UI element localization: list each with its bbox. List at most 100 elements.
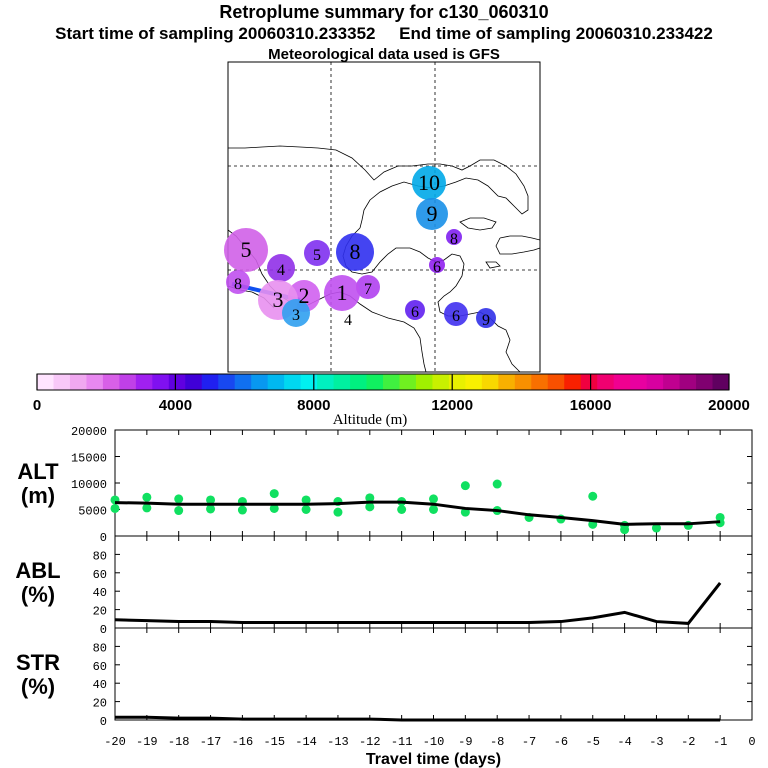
day-label: 6 (452, 308, 460, 325)
colorbar-cell (547, 374, 565, 390)
scatter-point (142, 492, 152, 502)
colorbar-cell (218, 374, 236, 390)
scatter-point (333, 507, 343, 517)
scatter-point (460, 481, 470, 491)
day-label: 6 (433, 259, 441, 276)
series-line (114, 581, 722, 625)
colorbar-cell (251, 374, 269, 390)
scatter-point (397, 505, 407, 514)
colorbar-ticks: 0 4000 8000 12000 16000 20000 (33, 374, 750, 414)
x-tick-label: -10 (423, 735, 445, 749)
y-axis-label: (%) (21, 674, 55, 699)
x-tick-label: -3 (649, 735, 663, 749)
plume-marker (324, 275, 360, 311)
scatter-point (365, 493, 375, 503)
scatter-point (206, 504, 216, 514)
panel-str: 0 20 40 60 80 STR(%) (16, 627, 753, 729)
mean-altitude-line (114, 500, 721, 526)
y-tick-label: 60 (93, 660, 107, 674)
x-tick-label: -12 (359, 735, 381, 749)
y-tick-label: 20 (93, 697, 107, 711)
plume-marker (412, 166, 446, 200)
x-tick-label: -5 (586, 735, 600, 749)
scatter-point (651, 523, 661, 533)
colorbar-cell (168, 374, 186, 390)
plume-marker (336, 233, 374, 271)
scatter-point (142, 503, 152, 513)
colorbar-cell (580, 374, 598, 390)
day-label: 4 (277, 262, 285, 279)
scatter-point (365, 502, 375, 512)
day-label: 8 (450, 231, 458, 248)
colorbar-cell (69, 374, 87, 390)
plume-marker (476, 308, 496, 328)
x-tick-label: -18 (168, 735, 190, 749)
day-label: 7 (364, 281, 372, 298)
colorbar-label: Altitude (m) (333, 412, 408, 428)
x-tick-label: -20 (104, 735, 126, 749)
x-tick-label: -7 (522, 735, 536, 749)
colorbar-cell (448, 374, 466, 390)
colorbar-cell (630, 374, 648, 390)
day-label: 6 (411, 304, 419, 321)
colorbar-cell (350, 374, 368, 390)
colorbar-cell (185, 374, 203, 390)
x-tick-label: -11 (391, 735, 413, 749)
plume-markers (224, 166, 496, 328)
y-axis-label: (%) (21, 582, 55, 607)
y-axis-label: STR (16, 650, 60, 675)
x-tick-label: -4 (617, 735, 631, 749)
colorbar-cell (498, 374, 516, 390)
y-tick-label: 0 (100, 715, 107, 729)
colorbar-cell (37, 374, 54, 390)
y-tick-label: 20000 (71, 425, 107, 439)
panel-frame (114, 429, 753, 537)
x-tick-label: -13 (327, 735, 349, 749)
y-tick-label: 20 (93, 605, 107, 619)
colorbar-cell (267, 374, 285, 390)
panel-frame (114, 535, 753, 629)
scatter-point (301, 495, 311, 505)
y-axis-label: ALT (17, 459, 59, 484)
colorbar-cell (201, 374, 219, 390)
end-time: End time of sampling 20060310.233422 (399, 24, 713, 43)
colorbar-cell (53, 374, 71, 390)
x-tick-label: -1 (713, 735, 727, 749)
day-label: 2 (299, 283, 310, 308)
colorbar-tick-label: 12000 (431, 397, 473, 414)
colorbar-cell (679, 374, 697, 390)
plume-marker (356, 275, 380, 299)
y-axis-label: ABL (15, 558, 60, 583)
y-axis-label: (m) (21, 483, 55, 508)
plume-marker (416, 198, 448, 230)
colorbar-cell (152, 374, 170, 390)
scatter-point (429, 505, 438, 514)
map-gridlines (228, 62, 540, 372)
x-tick-label: -6 (554, 735, 568, 749)
scatter-point (588, 491, 598, 501)
y-tick-label: 0 (100, 531, 107, 545)
colorbar-tick-label: 8000 (297, 397, 330, 414)
colorbar-cell (333, 374, 351, 390)
x-tick-label: -14 (295, 735, 317, 749)
plume-marker (304, 240, 330, 266)
plume-marker (224, 228, 268, 272)
day-label: 5 (313, 247, 321, 264)
day-label: 8 (234, 276, 242, 293)
y-tick-label: 80 (93, 641, 107, 655)
colorbar-cell (481, 374, 499, 390)
colorbar-cell (564, 374, 582, 390)
panel-frame (114, 627, 753, 721)
day-label: 4 (344, 312, 352, 329)
colorbar-cell (399, 374, 417, 390)
met-data-note: Meteorological data used is GFS (268, 46, 500, 63)
x-tick-label: -9 (458, 735, 472, 749)
panel-abl: 0 20 40 60 80 ABL(%) (15, 535, 753, 637)
day-label: 3 (273, 287, 284, 312)
colorbar-cell (465, 374, 483, 390)
plume-marker (405, 300, 425, 320)
y-tick-label: 80 (93, 549, 107, 563)
scatter-point (269, 503, 279, 513)
scatter-point (492, 479, 502, 489)
